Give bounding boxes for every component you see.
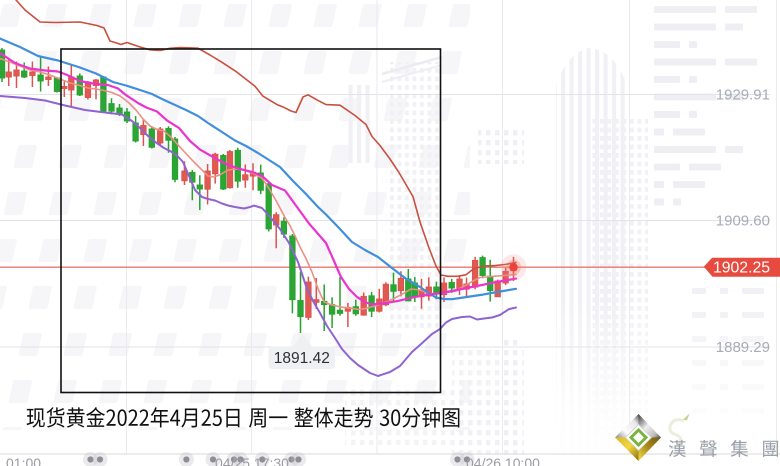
svg-text:1909.60: 1909.60 [716,213,770,230]
svg-text:04/26 10:00: 04/26 10:00 [466,455,540,466]
svg-text:1902.25: 1902.25 [713,259,770,276]
svg-text:1891.42: 1891.42 [274,350,330,367]
svg-text:1889.29: 1889.29 [716,339,770,356]
svg-text:04/25 17:30: 04/25 17:30 [215,455,289,466]
svg-text:1929.91: 1929.91 [716,87,770,104]
svg-text:01:00: 01:00 [6,455,41,466]
